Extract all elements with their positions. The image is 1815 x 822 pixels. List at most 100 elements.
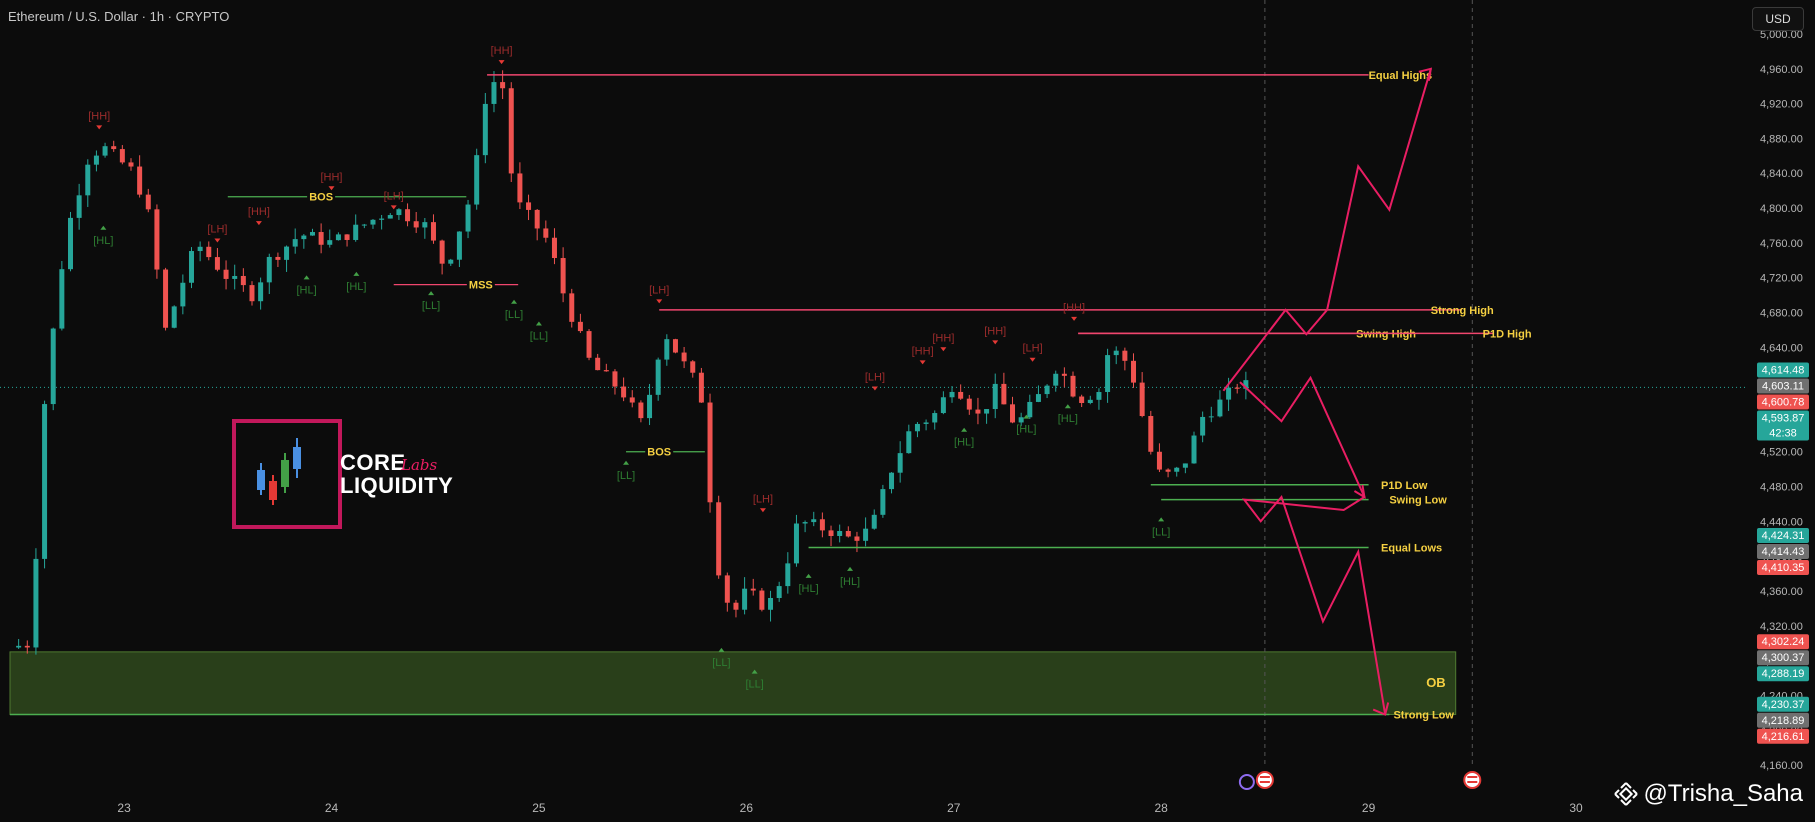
candle-body — [543, 228, 549, 238]
price-tick-label: 5,000.00 — [1760, 29, 1803, 41]
price-tick-label: 4,520.00 — [1760, 447, 1803, 459]
candle-body — [309, 232, 315, 236]
watermark-text: @Trisha_Saha — [1643, 780, 1803, 807]
candle-body — [1131, 360, 1137, 383]
candle-body — [647, 394, 653, 419]
candle-body — [672, 339, 678, 353]
time-tick-label: 27 — [947, 801, 961, 815]
level-p1d-high-label: P1D High — [1483, 328, 1532, 340]
candle-body — [768, 597, 774, 610]
candle-body — [1001, 383, 1007, 405]
candle-body — [975, 409, 981, 414]
price-tick-label: 4,160.00 — [1760, 760, 1803, 772]
candle-body — [353, 224, 359, 240]
swing-high-marker — [871, 386, 878, 391]
candle-body — [1208, 416, 1214, 418]
symbol-header[interactable]: Ethereum / U.S. Dollar · 1h · CRYPTO — [8, 9, 230, 24]
price-badge-label: 4,414.43 — [1762, 546, 1805, 558]
swing-label: [HH] — [320, 171, 342, 183]
candle-body — [1070, 375, 1076, 397]
price-tick-label: 4,360.00 — [1760, 586, 1803, 598]
candle-body — [897, 453, 903, 473]
candle-body — [180, 282, 186, 307]
candles-group — [16, 70, 1249, 655]
candle-body — [344, 234, 350, 240]
swing-label: [HL] — [93, 235, 113, 247]
price-badge — [1757, 378, 1809, 394]
logo-text-liquidity: LIQUIDITY — [340, 473, 454, 498]
swing-high-marker — [759, 508, 766, 513]
candle-body — [422, 222, 428, 228]
candle-body — [370, 219, 376, 225]
price-badge — [1757, 410, 1809, 441]
candle-body — [1044, 385, 1050, 395]
swing-high-marker — [1071, 316, 1078, 321]
price-tick-label: 4,480.00 — [1760, 482, 1803, 494]
time-tick-label: 30 — [1569, 801, 1583, 815]
price-badge-countdown: 42:38 — [1769, 427, 1797, 439]
price-axis: 4,160.004,200.004,240.004,280.004,320.00… — [1745, 0, 1815, 822]
candle-body — [1200, 416, 1206, 436]
candle-body — [163, 269, 169, 328]
time-tick-label: 28 — [1154, 801, 1168, 815]
swing-label: [LH] — [1022, 343, 1042, 355]
logo-text-labs: Labs — [401, 456, 438, 474]
candle-body — [854, 536, 860, 541]
candle-body — [292, 239, 298, 247]
swing-low-marker — [847, 566, 854, 571]
swing-label: [HL] — [346, 281, 366, 293]
candle-body — [1113, 350, 1119, 356]
price-badge — [1757, 559, 1809, 575]
candle-body — [526, 202, 532, 210]
candle-body — [111, 146, 117, 150]
candle-body — [569, 293, 575, 322]
projection-down-path — [1239, 375, 1387, 715]
candle-body — [1035, 394, 1041, 402]
swing-low-marker — [511, 299, 518, 304]
swing-low-marker — [1158, 517, 1165, 522]
candle-body — [223, 269, 229, 279]
candle-body — [966, 398, 972, 410]
price-tick-label: 4,720.00 — [1760, 273, 1803, 285]
candle-body — [724, 575, 730, 603]
level-equal-highs-label: Equal Highs — [1369, 70, 1433, 82]
swing-high-marker — [919, 360, 926, 365]
swing-low-marker — [353, 271, 360, 276]
candle-body — [405, 209, 411, 222]
level-strong-low-label: Strong Low — [1393, 710, 1454, 722]
swing-label: [HL] — [798, 583, 818, 595]
candle-body — [430, 222, 436, 241]
price-tick-label: 4,760.00 — [1760, 238, 1803, 250]
currency-selector[interactable]: USD — [1752, 7, 1804, 31]
candle-body — [655, 359, 661, 395]
candle-body — [906, 431, 912, 454]
candle-body — [1226, 387, 1232, 400]
swing-label: [LL] — [745, 679, 763, 691]
price-badge — [1757, 634, 1809, 650]
level-swing-low-label: Swing Low — [1389, 495, 1447, 507]
event-flag-stripe — [1259, 781, 1270, 783]
price-badge — [1757, 543, 1809, 559]
candle-body — [318, 232, 324, 245]
candle-body — [828, 530, 834, 536]
price-badge — [1757, 728, 1809, 744]
candle-body — [361, 224, 367, 226]
dividend-event-icon — [1238, 774, 1255, 790]
candle-body — [534, 209, 540, 229]
swing-low-marker — [100, 225, 107, 230]
candle-body — [482, 103, 488, 156]
level-strong-high-label: Strong High — [1431, 305, 1494, 317]
swing-label: [LH] — [753, 493, 773, 505]
candle-body — [465, 204, 471, 232]
candle-body — [33, 558, 39, 648]
candle-body — [551, 237, 557, 259]
candle-body — [940, 397, 946, 414]
candle-body — [1217, 399, 1223, 417]
candle-body — [16, 645, 22, 648]
binance-icon — [1614, 782, 1639, 806]
candle-body — [1105, 355, 1111, 393]
swing-low-marker — [303, 275, 310, 280]
candle-body — [137, 166, 143, 195]
swing-high-marker — [96, 125, 103, 130]
